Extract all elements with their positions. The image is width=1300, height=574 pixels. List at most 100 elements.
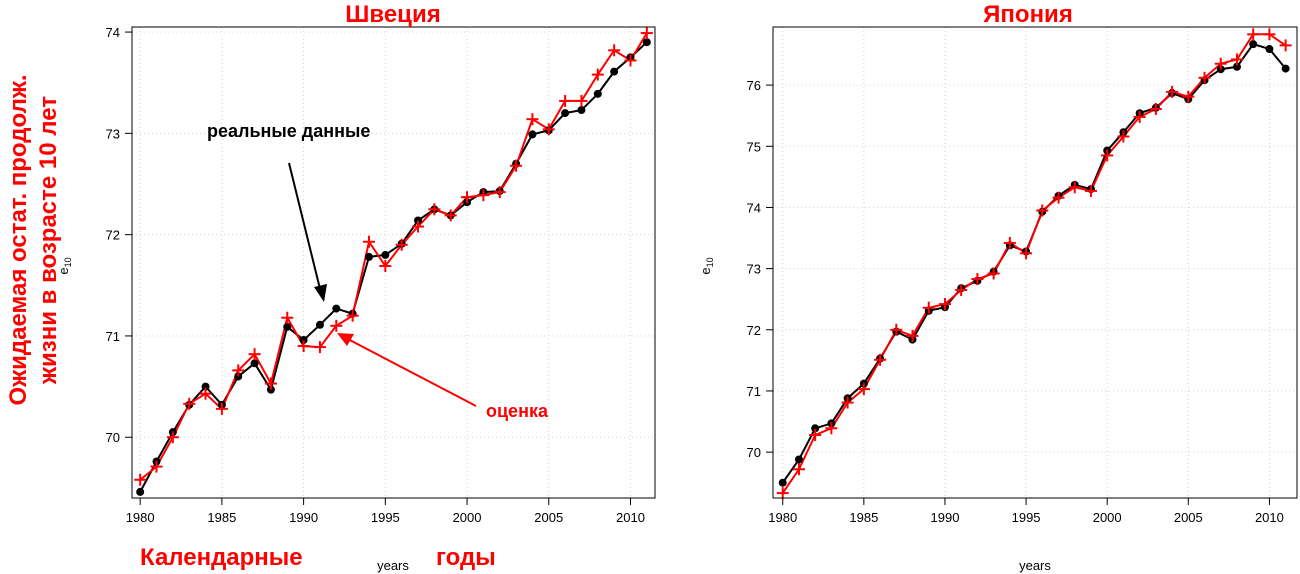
japan-ytick-label: 72 xyxy=(747,323,761,338)
sweden-estimate-point xyxy=(526,113,539,126)
sweden-estimate-point xyxy=(493,186,506,199)
sweden-plot-frame xyxy=(131,26,656,499)
sweden-estimate-point xyxy=(608,44,621,57)
sweden-real-point xyxy=(201,382,210,391)
sweden-ylabel-sub: 10 xyxy=(63,257,73,267)
sweden-real-point xyxy=(266,385,275,394)
japan-ytick-label: 75 xyxy=(747,139,761,154)
japan-estimate-point xyxy=(906,329,919,342)
sweden-estimate-point xyxy=(591,68,604,81)
japan-real-point xyxy=(778,478,787,487)
sweden-xtick-label: 1980 xyxy=(126,510,155,525)
japan-ylabel-sub: 10 xyxy=(705,257,715,267)
sweden-estimate-point xyxy=(330,319,343,332)
sweden-estimate-point xyxy=(199,387,212,400)
sweden-estimate-point xyxy=(575,94,588,107)
japan-plot-frame xyxy=(772,26,1298,499)
sweden-real-point xyxy=(136,487,145,496)
japan-estimate-point xyxy=(1182,90,1195,103)
sweden-estimate-point xyxy=(134,473,147,486)
sweden-real-point xyxy=(234,372,243,381)
sweden-estimate-point xyxy=(559,94,572,107)
japan-xlabel: years xyxy=(1019,558,1051,573)
japan-estimate-point xyxy=(938,298,951,311)
japan-real-point xyxy=(1232,62,1241,71)
japan-estimate-point xyxy=(1052,191,1065,204)
sweden-real-point xyxy=(315,320,324,329)
japan-real-line xyxy=(781,42,1287,484)
japan-estimate-point xyxy=(874,353,887,366)
japan-ytick-label: 74 xyxy=(747,200,761,215)
japan-estimate-point xyxy=(1214,57,1227,70)
sweden-estimate-point xyxy=(412,220,425,233)
sweden-ylabel: e10 xyxy=(56,257,73,274)
sweden-real-point xyxy=(381,250,390,259)
japan-estimate-point xyxy=(1279,39,1292,52)
japan-estimate-point xyxy=(1117,130,1130,143)
sweden-estimate-point xyxy=(313,341,326,354)
japan-ylabel-base: e xyxy=(698,267,713,274)
sweden-ytick-label: 73 xyxy=(106,126,120,141)
japan-real-point xyxy=(1281,64,1290,73)
sweden-estimate-point xyxy=(395,238,408,251)
japan-estimate-point xyxy=(987,267,1000,280)
annotation-real-data: реальные данные xyxy=(207,121,370,141)
japan-title: Япония xyxy=(983,1,1073,28)
japan-estimate-point xyxy=(1133,110,1146,123)
sweden-estimate-point xyxy=(379,260,392,273)
sweden-real-point xyxy=(610,67,619,76)
sweden-estimate-point xyxy=(281,311,294,324)
japan-estimate-point xyxy=(776,487,789,500)
sweden-real-line xyxy=(139,41,648,493)
sweden-real-point xyxy=(364,252,373,261)
sweden-estimate-point xyxy=(461,191,474,204)
japan-estimate-point xyxy=(1198,71,1211,84)
sweden-real-point xyxy=(414,216,423,225)
big-ylabel: Ожидаемая остат. продолж. жизни в возрас… xyxy=(5,74,62,405)
sweden-estimate-point xyxy=(264,377,277,390)
japan-estimate-line xyxy=(781,33,1287,494)
sweden-estimate-point xyxy=(183,397,196,410)
sweden-estimate-point xyxy=(428,203,441,216)
big-xlabel-right: годы xyxy=(436,544,496,571)
japan-xtick-label: 2000 xyxy=(1093,510,1122,525)
japan-panel: 1980 1985 1990 1995 2000 2005 2010 70 71 72 73 74 7… xyxy=(698,1,1298,573)
sweden-estimate-point xyxy=(346,309,359,322)
sweden-estimate-point xyxy=(297,340,310,353)
japan-estimate-point xyxy=(1263,28,1276,41)
japan-xtick-label: 1995 xyxy=(1012,510,1041,525)
japan-estimate-point xyxy=(1149,102,1162,115)
japan-ytick-label: 76 xyxy=(747,78,761,93)
japan-xtick-label: 1990 xyxy=(931,510,960,525)
japan-xtick-label: 1980 xyxy=(768,510,797,525)
japan-estimate-point xyxy=(841,396,854,409)
japan-xtick-label: 2005 xyxy=(1174,510,1203,525)
sweden-estimate-point xyxy=(150,460,163,473)
sweden-ytick-label: 72 xyxy=(106,228,120,243)
japan-estimate-point xyxy=(857,383,870,396)
sweden-estimate-point xyxy=(215,402,228,415)
sweden-ytick-label: 70 xyxy=(106,430,120,445)
sweden-estimate-point xyxy=(640,27,653,40)
sweden-real-point xyxy=(642,38,651,47)
japan-estimate-point xyxy=(809,428,822,441)
sweden-real-point xyxy=(283,322,292,331)
sweden-panel: 1980 1985 1990 1995 2000 2005 2010 7071727374 … xyxy=(56,1,656,573)
sweden-estimate-point xyxy=(248,348,261,361)
sweden-real-point xyxy=(299,335,308,344)
big-ylabel-line2: жизни в возрасте 10 лет xyxy=(35,96,62,385)
japan-estimate-point xyxy=(1020,247,1033,260)
annotation-estimate-arrow xyxy=(337,333,477,407)
japan-estimate-point xyxy=(1084,184,1097,197)
japan-xtick-label: 1985 xyxy=(849,510,878,525)
annotation-real-arrow xyxy=(288,162,327,302)
japan-estimate-point xyxy=(1068,181,1081,194)
japan-real-point xyxy=(794,455,803,464)
sweden-xtick-label: 1990 xyxy=(289,510,318,525)
japan-estimate-point xyxy=(955,284,968,297)
sweden-estimate-point xyxy=(542,123,555,136)
sweden-real-point xyxy=(332,304,341,313)
japan-real-point xyxy=(811,424,820,433)
japan-ytick-label: 70 xyxy=(747,445,761,460)
japan-ytick-label: 71 xyxy=(747,384,761,399)
